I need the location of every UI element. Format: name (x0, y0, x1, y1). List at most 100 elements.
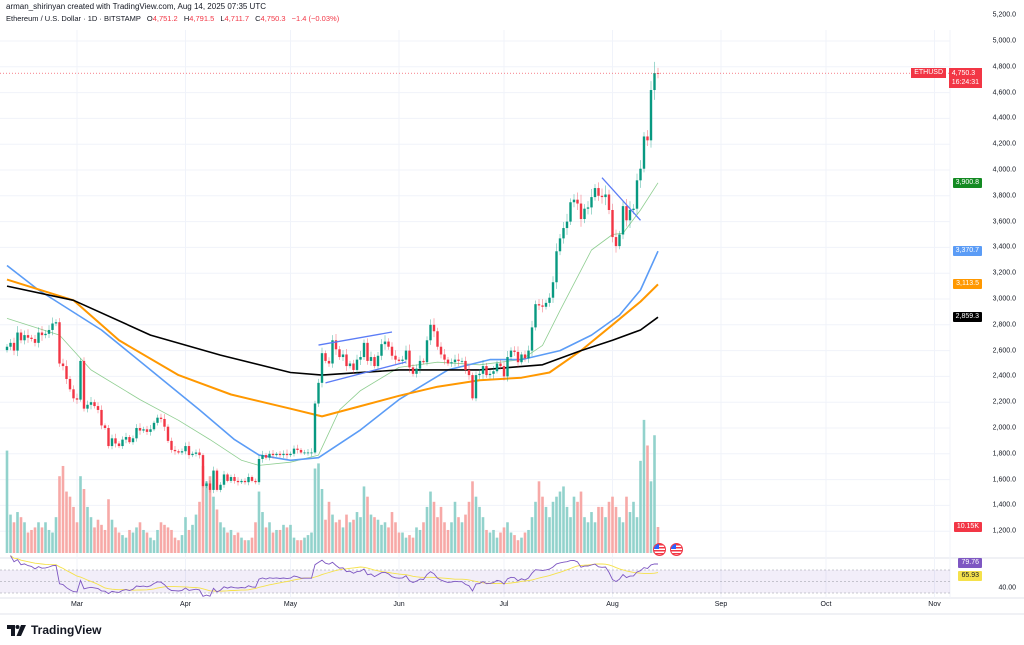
time-tick-label: Mar (70, 601, 84, 608)
volume-bar (425, 506, 429, 553)
volume-bar (527, 529, 530, 553)
symbol-legend: Ethereum / U.S. Dollar · 1D · BITSTAMP O… (6, 14, 339, 23)
volume-bar (408, 535, 411, 553)
rsi-ma-tag: 65.93 (958, 571, 982, 581)
candle-body (625, 206, 628, 221)
candle-body (387, 341, 390, 347)
volume-bar (54, 517, 58, 553)
candle-body (551, 282, 555, 298)
candle-body (450, 362, 453, 364)
candle-body (201, 455, 205, 487)
candle-body (131, 438, 135, 443)
moving-average-value-tag: 3,113.5 (953, 279, 982, 290)
moving-average-line (6, 250, 659, 462)
candle-body (184, 446, 187, 452)
candle-body (82, 360, 86, 409)
volume-bar (247, 540, 250, 553)
volume-bar (499, 532, 502, 553)
volume-bar (467, 501, 471, 553)
candle-body (191, 453, 194, 456)
volume-bar (138, 522, 142, 553)
candle-body (226, 474, 229, 481)
candle-body (495, 363, 499, 372)
candle-body (44, 333, 47, 336)
candle-body (72, 389, 75, 399)
volume-bar (65, 491, 68, 553)
candle-body (9, 342, 12, 347)
volume-bar (240, 537, 243, 553)
volume-bar (537, 481, 541, 553)
candle-body (653, 73, 656, 91)
volume-bar (439, 506, 443, 553)
candle-body (128, 437, 131, 443)
candle-body (114, 438, 117, 444)
volume-bar (432, 501, 436, 553)
candle-body (303, 452, 306, 454)
volume-bar (264, 527, 268, 553)
candle-body (117, 443, 121, 447)
volume-bar (33, 527, 37, 553)
volume-bar (187, 529, 191, 553)
volume-bar (352, 519, 355, 553)
volume-bar (446, 529, 450, 553)
candle-body (289, 453, 292, 456)
volume-bar (502, 527, 506, 553)
candle-body (527, 350, 530, 359)
volume-bar (37, 522, 40, 553)
candle-body (205, 483, 208, 487)
volume-bar (93, 527, 96, 553)
volume-bar (471, 481, 474, 553)
volume-bar (152, 540, 156, 553)
price-tick-label: 3,600.0 (992, 218, 1016, 226)
volume-bar (418, 529, 422, 553)
price-tick-label: 3,200.0 (992, 269, 1016, 277)
volume-bar (443, 522, 446, 553)
volume-bar (579, 491, 583, 553)
time-tick-label: Jul (499, 601, 509, 608)
volume-bar (516, 540, 520, 553)
candle-body (453, 359, 457, 363)
volume-bar (296, 540, 299, 553)
volume-bar (250, 537, 254, 553)
candle-body (275, 453, 278, 456)
volume-bar (380, 524, 383, 553)
us-flag-icon[interactable] (653, 543, 666, 556)
candle-body (341, 354, 345, 358)
candle-body (138, 428, 142, 431)
trendline-drawing (601, 177, 641, 221)
candle-body (600, 195, 604, 198)
time-tick-label: Oct (820, 601, 832, 608)
candle-body (317, 382, 320, 404)
candle-body (338, 349, 341, 358)
volume-bar (170, 529, 173, 553)
volume-bar (541, 496, 544, 553)
candle-body (5, 346, 9, 351)
candle-body (75, 398, 79, 400)
candle-body (310, 452, 313, 454)
tradingview-logo[interactable]: TradingView (7, 623, 101, 637)
price-tick-label: 1,800.0 (992, 450, 1016, 458)
candle-body (646, 136, 649, 141)
volume-bar (30, 529, 33, 553)
candle-body (621, 206, 625, 235)
high-label: H (183, 14, 190, 23)
price-tick-label: 3,000.0 (992, 295, 1016, 303)
symbol-title[interactable]: Ethereum / U.S. Dollar · 1D · BITSTAMP (6, 14, 141, 23)
candle-body (418, 360, 422, 369)
us-flag-icon[interactable] (670, 543, 683, 556)
volume-bar (369, 514, 373, 553)
candle-body (96, 406, 100, 410)
candle-body (520, 354, 523, 363)
candle-body (618, 234, 621, 247)
volume-bar (429, 491, 432, 553)
volume-bar (156, 529, 159, 553)
last-price-tag: 4,750.3 16:24:31 (948, 68, 982, 89)
candle-body (576, 199, 579, 204)
candle-body (422, 360, 425, 363)
candle-body (513, 350, 516, 352)
candle-body (604, 194, 607, 198)
candle-body (58, 322, 61, 364)
volume-bar (12, 522, 16, 553)
candle-body (642, 136, 646, 169)
